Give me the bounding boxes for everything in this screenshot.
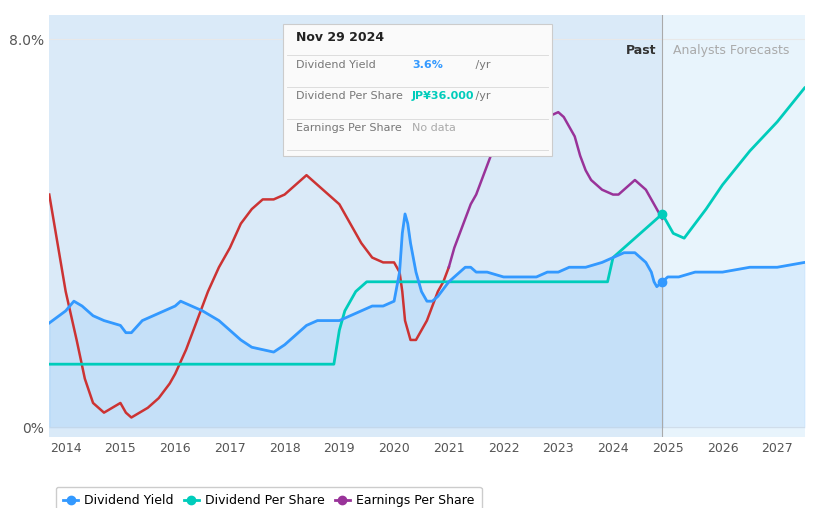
Text: Dividend Yield: Dividend Yield [296,59,376,70]
Text: JP¥36.000: JP¥36.000 [412,91,475,101]
Text: Past: Past [626,44,657,57]
Text: 3.6%: 3.6% [412,59,443,70]
Text: Earnings Per Share: Earnings Per Share [296,123,402,133]
Text: /yr: /yr [472,91,491,101]
Bar [663,15,805,437]
Text: Nov 29 2024: Nov 29 2024 [296,31,384,44]
Text: /yr: /yr [472,59,491,70]
Text: Dividend Per Share: Dividend Per Share [296,91,403,101]
Text: Analysts Forecasts: Analysts Forecasts [673,44,790,57]
Text: No data: No data [412,123,456,133]
Legend: Dividend Yield, Dividend Per Share, Earnings Per Share: Dividend Yield, Dividend Per Share, Earn… [56,487,482,508]
FancyBboxPatch shape [283,24,552,156]
Bar [49,15,663,437]
